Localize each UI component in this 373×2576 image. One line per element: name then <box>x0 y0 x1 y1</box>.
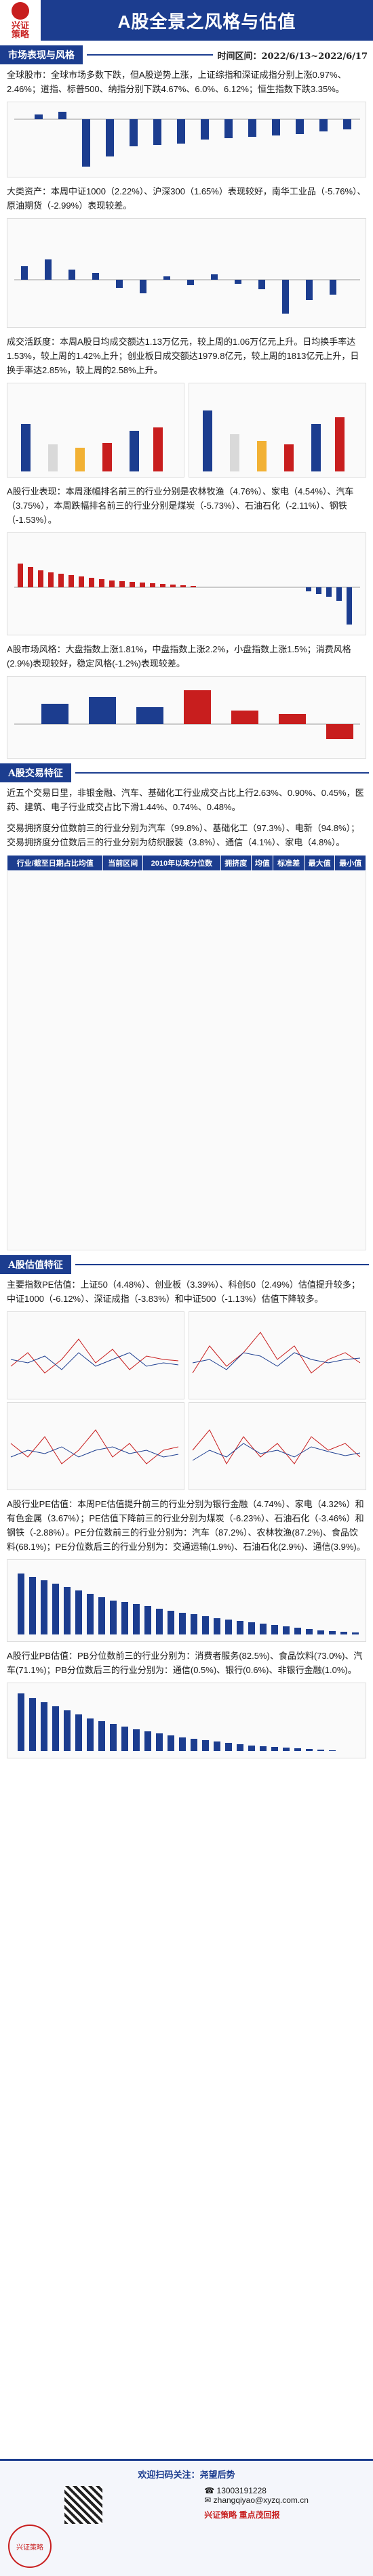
index-pe-text: 主要指数PE估值：上证50（4.48%）、创业板（3.39%）、科创50（2.4… <box>7 1280 360 1304</box>
time-range: 时间区间：2022/6/13~2022/6/17 <box>217 51 368 62</box>
pe-line-chart <box>189 1311 366 1399</box>
asset-class-text: 大类资产：本周中证1000（2.22%）、沪深300（1.65%）表现较好，南华… <box>7 186 366 211</box>
section-title: A股估值特征 <box>0 1255 71 1274</box>
bar <box>319 119 328 131</box>
section-header-valuation: A股估值特征 <box>0 1255 373 1274</box>
bar <box>343 119 351 129</box>
divider <box>75 772 369 774</box>
page-title: A股全景之风格与估值 <box>117 11 296 32</box>
table-body <box>7 870 366 1250</box>
bar <box>201 119 209 140</box>
col-header: 行业/截至日期占比均值 <box>6 855 104 871</box>
header-banner: 兴证 策略 A股全景之风格与估值 <box>0 0 373 41</box>
section-header-trading: A股交易特征 <box>0 763 373 782</box>
bar <box>153 119 161 145</box>
bar <box>106 119 114 156</box>
table-header-row: 行业/截至日期占比均值 当前区间 2010年以来分位数 拥挤度 均值 标准差 最… <box>6 855 366 871</box>
industry-pb-text: A股行业PB估值：PB分位数前三的行业分别为：消费者服务(82.5%)、食品饮料… <box>7 1651 363 1675</box>
market-style-text: A股市场风格：大盘指数上涨1.81%，中盘指数上涨2.2%，小盘指数上涨1.5%… <box>7 644 351 669</box>
crowding-table: 行业/截至日期占比均值 当前区间 2010年以来分位数 拥挤度 均值 标准差 最… <box>6 855 366 1250</box>
col-header: 2010年以来分位数 <box>142 855 221 871</box>
divider <box>75 1264 369 1265</box>
stamp-text: 兴证策略 <box>16 2543 43 2552</box>
industry-pe-chart <box>7 1559 366 1642</box>
section-header-market: 市场表现与风格 时间区间：2022/6/13~2022/6/17 <box>0 45 373 64</box>
bar <box>58 112 66 119</box>
industry-pb-chart <box>7 1683 366 1758</box>
email-text[interactable]: ✉ zhangqiyao@xyzq.com.cn <box>204 2495 309 2505</box>
bar <box>177 119 185 144</box>
global-index-chart <box>7 102 366 177</box>
phone-text: ☎ 13003191228 <box>204 2486 267 2495</box>
brand-text: 兴证策略 重点茂回报 <box>204 2510 280 2520</box>
col-header: 标准差 <box>273 855 305 871</box>
market-style-chart <box>7 676 366 759</box>
contacts: ☎ 13003191228 ✉ zhangqiyao@xyzq.com.cn 兴… <box>0 2480 373 2529</box>
section-title: A股交易特征 <box>0 763 71 782</box>
col-header: 最大值 <box>303 855 336 871</box>
industry-performance-svg <box>14 564 360 625</box>
global-markets-text: 全球股市：全球市场多数下跌，但A股逆势上涨，上证综指和深证成指分别上涨0.97%… <box>7 70 347 94</box>
bar <box>296 119 304 134</box>
bar <box>248 119 256 137</box>
brand-stamp: 兴证策略 <box>8 2525 52 2568</box>
pe-line-chart <box>7 1311 184 1399</box>
col-header: 均值 <box>251 855 274 871</box>
industry-pe-text: A股行业PE估值：本周PE估值提升前三的行业分别为银行金融（4.74%）、家电（… <box>7 1499 366 1552</box>
industry-performance-text: A股行业表现：本周涨幅排名前三的行业分别是农林牧渔（4.76%）、家电（4.54… <box>7 486 354 525</box>
logo: 兴证 策略 <box>0 0 41 41</box>
industry-performance-chart <box>7 532 366 635</box>
logo-text: 兴证 策略 <box>11 20 29 39</box>
bar <box>130 119 138 146</box>
footer: 欢迎扫码关注：尧望后势 ☎ 13003191228 ✉ zhangqiyao@x… <box>0 2459 373 2576</box>
bar <box>35 114 43 119</box>
turnover-chart-left <box>7 383 184 478</box>
asset-class-svg <box>14 259 360 314</box>
crowding-text: 交易拥挤度分位数前三的行业分别为汽车（99.8%）、基础化工（97.3%）、电新… <box>7 823 360 847</box>
pe-line-chart <box>189 1402 366 1490</box>
global-index-svg <box>14 112 360 167</box>
pe-line-chart <box>7 1402 184 1490</box>
pe-line-charts-row2 <box>7 1402 366 1490</box>
turnover-text: 成交活跃度：本周A股日均成交额达1.13万亿元，较上周的1.06万亿元上升。日均… <box>7 337 359 375</box>
bar <box>82 119 90 167</box>
divider <box>87 54 214 56</box>
table-row <box>7 870 366 1250</box>
bar <box>272 119 280 135</box>
col-header: 当前区间 <box>102 855 144 871</box>
logo-icon <box>12 2 29 20</box>
turnover-charts <box>7 383 366 478</box>
trading-share-text: 近五个交易日里，非银金融、汽车、基础化工行业成交占比上行2.63%、0.90%、… <box>7 788 364 812</box>
welcome-text: 欢迎扫码关注：尧望后势 <box>138 2470 235 2480</box>
pe-line-charts-row1 <box>7 1311 366 1399</box>
bar <box>224 119 233 138</box>
turnover-chart-right <box>189 383 366 478</box>
section-title: 市场表现与风格 <box>0 45 83 64</box>
asset-class-chart <box>7 218 366 328</box>
col-header: 最小值 <box>334 855 366 871</box>
qr-code-icon[interactable] <box>64 2486 103 2524</box>
col-header: 拥挤度 <box>220 855 252 871</box>
